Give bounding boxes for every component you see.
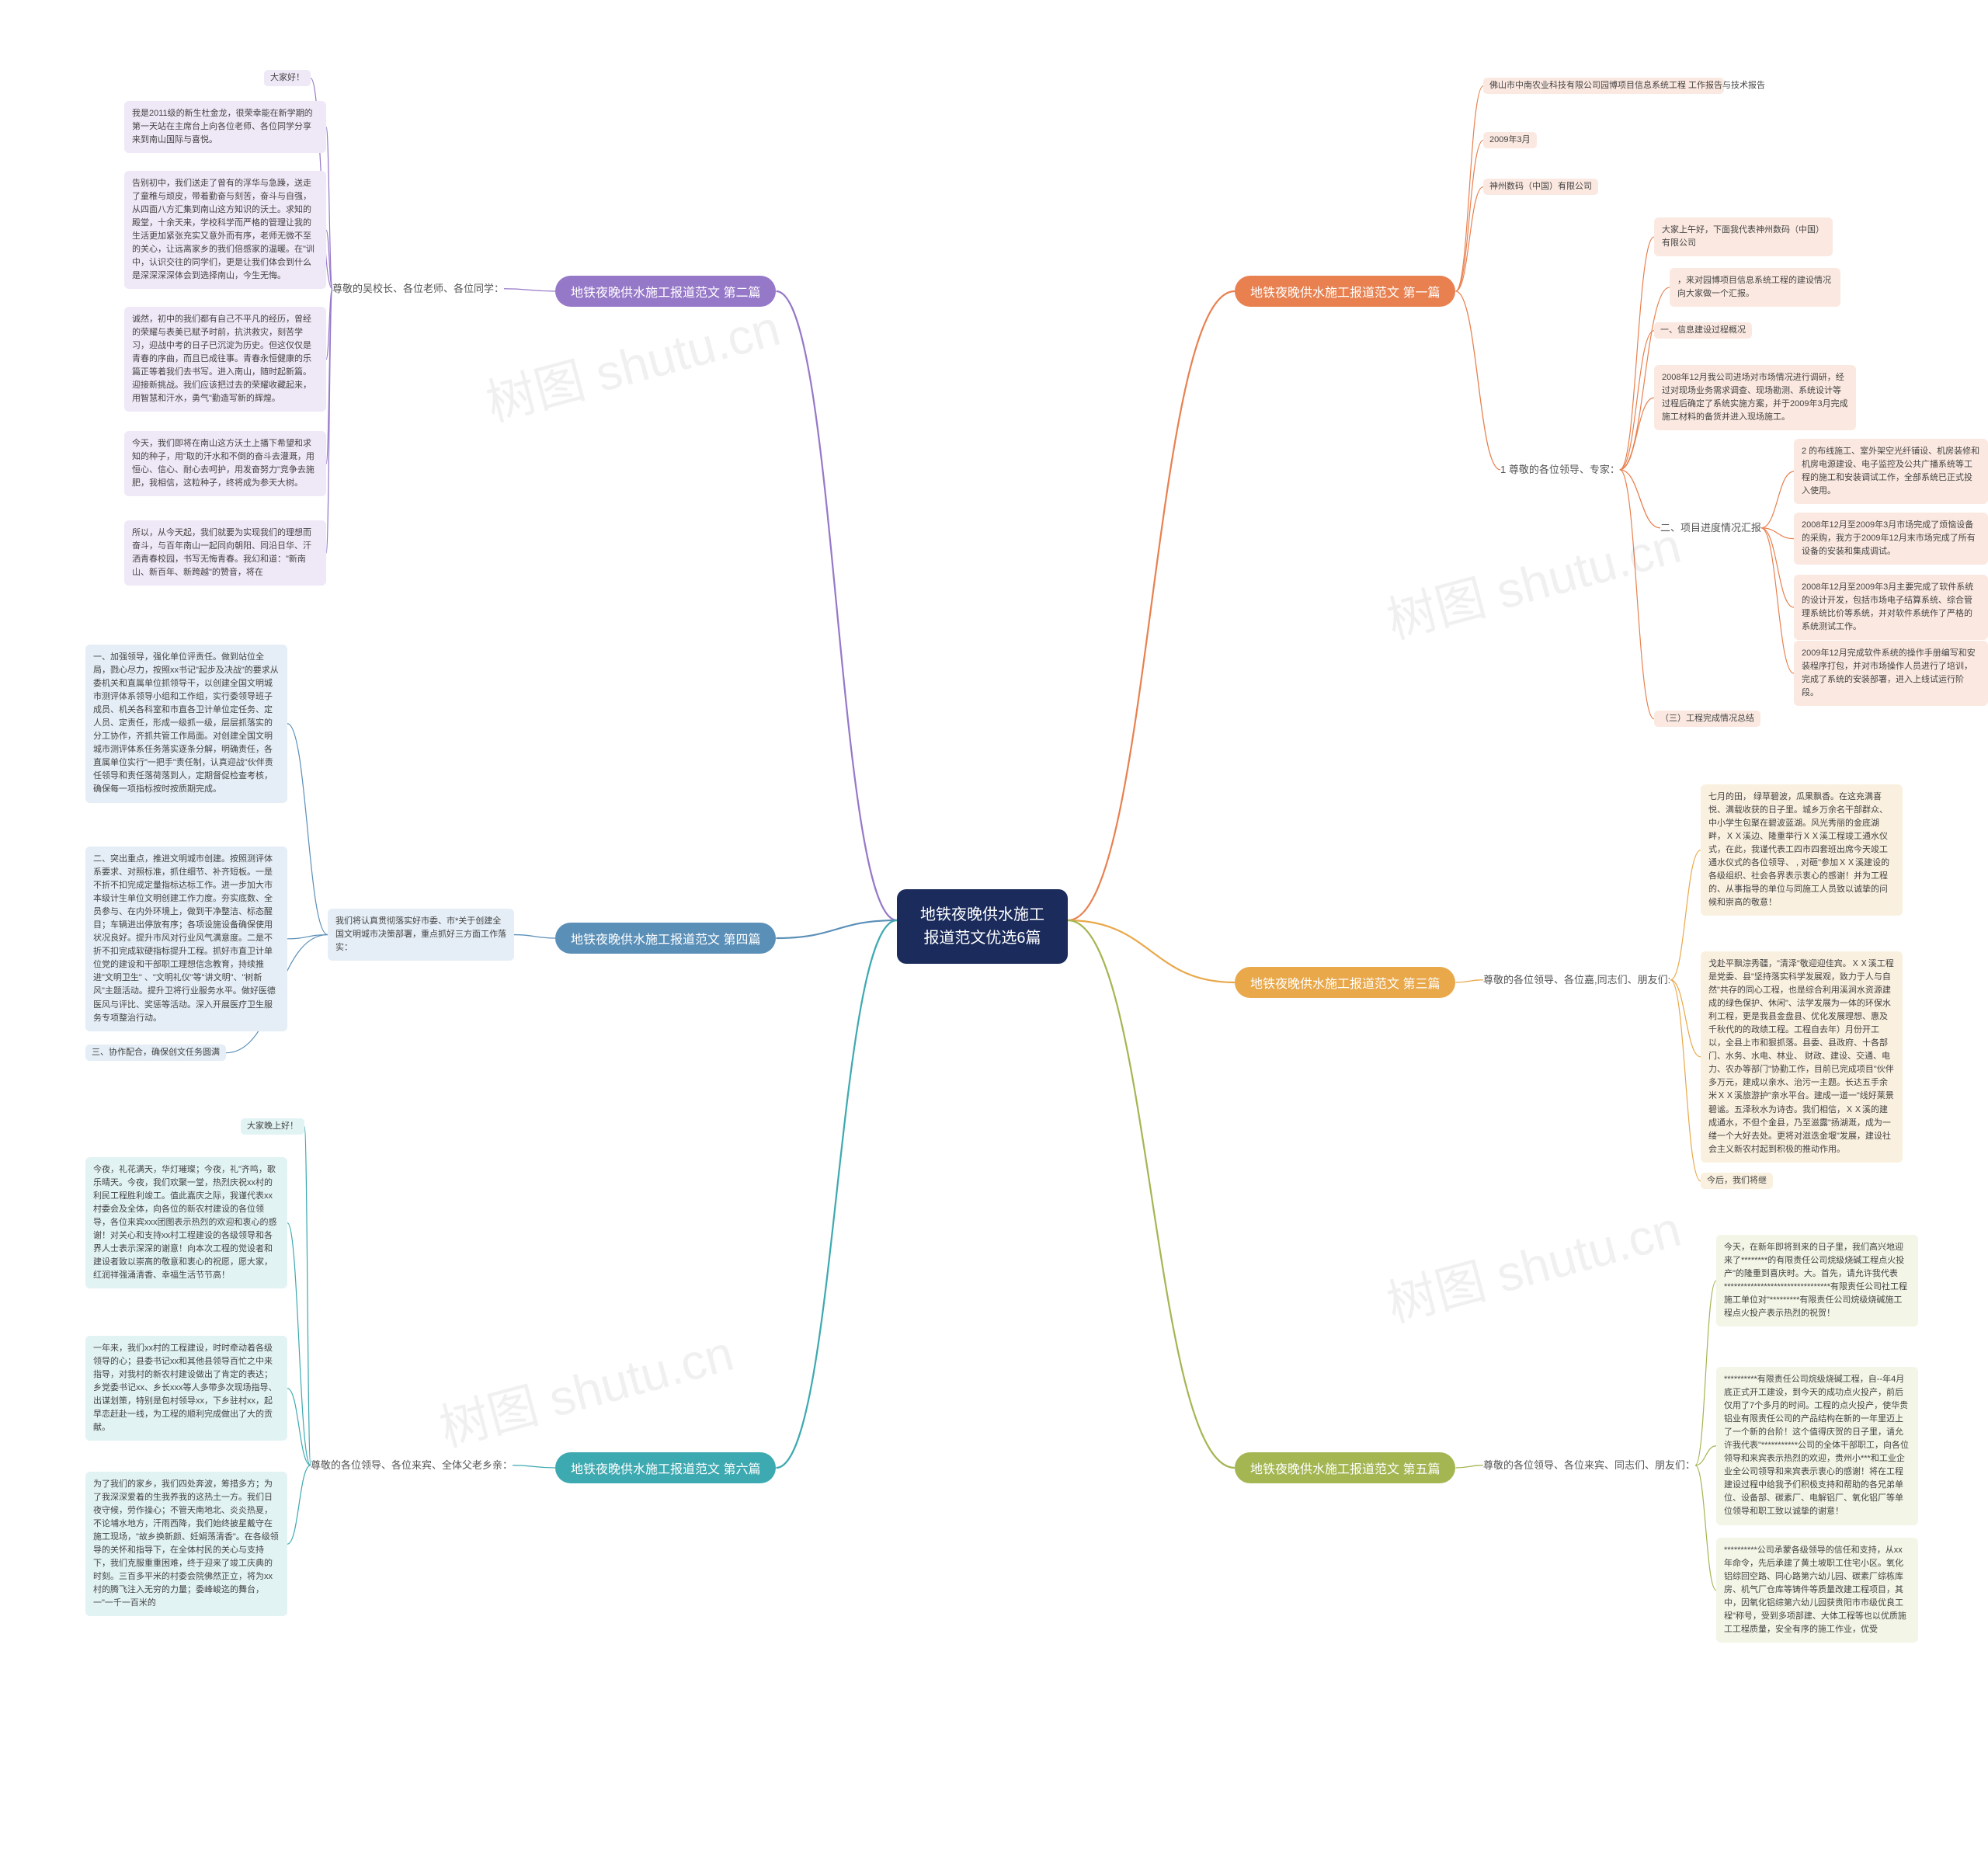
sub-node: 尊敬的各位领导、各位来宾、同志们、朋友们： [1483,1458,1695,1473]
leaf-node: 二、突出重点，推进文明城市创建。按照测评体系要求、对照标准，抓住细节、补齐短板。… [85,847,287,1031]
watermark: 树图 shutu.cn [1378,506,1687,652]
branch-node: 地铁夜晚供水施工报道范文 第二篇 [555,276,776,307]
leaf-node: 为了我们的家乡，我们四处奔波，筹措多方；为了我深深爱着的生我养我的这热土一方。我… [85,1472,287,1616]
leaf-inline: 大家好！ [264,70,311,86]
sub-node: 二、项目进度情况汇报 [1660,520,1761,536]
leaf-inline: 今后，我们将继 [1701,1173,1773,1189]
sub-node: 尊敬的各位领导、各位嘉,同志们、朋友们: [1483,972,1670,988]
center-node: 地铁夜晚供水施工报道范文优选6篇 [897,889,1068,964]
leaf-inline: 一、信息建设过程概况 [1654,322,1752,339]
leaf-node: 告别初中，我们送走了曾有的浮华与急躁，送走了童稚与顽皮，带着勤奋与刻苦，奋斗与自… [124,171,326,289]
branch-node: 地铁夜晚供水施工报道范文 第五篇 [1235,1452,1455,1483]
leaf-node: ，来对园博项目信息系统工程的建设情况向大家做一个汇报。 [1670,268,1840,307]
branch-node: 地铁夜晚供水施工报道范文 第六篇 [555,1452,776,1483]
leaf-node: 所以，从今天起，我们就要为实现我们的理想而奋斗，与百年南山一起同向朝阳、同沿日华… [124,520,326,586]
sub-node: 1 尊敬的各位领导、专家： [1500,462,1620,478]
leaf-node: 今天，在新年即将到来的日子里，我们高兴地迎来了********的有限责任公司烷级… [1716,1235,1918,1326]
leaf-node: 大家上午好，下面我代表神州数码（中国）有限公司 [1654,217,1833,256]
leaf-node: 我是2011级的新生杜金龙，很荣幸能在新学期的第一天站在主席台上向各位老师、各位… [124,101,326,153]
leaf-inline: （三）工程完成情况总结 [1654,711,1760,727]
branch-node: 地铁夜晚供水施工报道范文 第一篇 [1235,276,1455,307]
watermark: 树图 shutu.cn [1378,1189,1687,1336]
leaf-node: 戈赴平飘淙秀疆，"清泽"敬迎迎佳宾。ＸＸ溪工程是党委、县"坚持落实科学发展观，致… [1701,951,1903,1163]
leaf-inline: 三、协作配合，确保创文任务圆满 [85,1045,226,1061]
branch-node: 地铁夜晚供水施工报道范文 第三篇 [1235,967,1455,998]
leaf-inline: 佛山市中南农业科技有限公司园博项目信息系统工程 工作报告与技术报告 [1483,78,1724,94]
leaf-node: 一年来，我们xx村的工程建设，时时牵动着各级领导的心；县委书记xx和其他县领导百… [85,1336,287,1441]
leaf-node: 七月的田， 绿草碧波，瓜果飘香。在这充满喜悦、满载收获的日子里。城乡万余名干部群… [1701,784,1903,916]
leaf-node: 诚然，初中的我们都有自己不平凡的经历，曾经的荣耀与表美已赋予时前，抗洪救灾，刻苦… [124,307,326,412]
leaf-inline: 大家晚上好！ [241,1118,304,1135]
leaf-node: 2008年12月至2009年3月主要完成了软件系统的设计开发，包括市场电子结算系… [1794,575,1988,640]
leaf-node: **********有限责任公司烷级烧碱工程，自--年4月底正式开工建设，到今天… [1716,1367,1918,1525]
branch-node: 地铁夜晚供水施工报道范文 第四篇 [555,923,776,954]
leaf-node: 2008年12月我公司进场对市场情况进行调研，经过对现场业务需求调查、现场勘测、… [1654,365,1856,430]
sub-node: 我们将认真贯彻落实好市委、市*关于创建全国文明城市决策部署，重点抓好三方面工作落… [328,909,514,961]
leaf-node: 一、加强领导，强化单位评责任。做到站位全局，戮心尽力，按照xx书记"起步及决战"… [85,645,287,803]
leaf-node: 2009年12月完成软件系统的操作手册编写和安装程序打包，并对市场操作人员进行了… [1794,641,1988,706]
leaf-inline: 神州数码（中国）有限公司 [1483,179,1598,195]
leaf-inline: 2009年3月 [1483,132,1537,148]
sub-node: 尊敬的各位领导、各位来宾、全体父老乡亲： [311,1458,513,1473]
leaf-node: 今夜，礼花满天，华灯璀璨；今夜，礼"齐鸣，歌乐晴天。今夜，我们欢聚一堂，热烈庆祝… [85,1157,287,1288]
watermark: 树图 shutu.cn [431,1313,740,1460]
leaf-node: **********公司承蒙各级领导的信任和支持，从xx年命令，先后承建了黄土坡… [1716,1538,1918,1643]
sub-node: 尊敬的吴校长、各位老师、各位同学： [332,281,504,297]
watermark: 树图 shutu.cn [478,288,787,435]
leaf-node: 2 的布线施工、室外架空光纤铺设、机房装修和机房电源建设、电子监控及公共广播系统… [1794,439,1988,504]
leaf-node: 今天，我们即将在南山这方沃土上播下希望和求知的种子，用"取的汗水和不倒的奋斗去灌… [124,431,326,496]
leaf-node: 2008年12月至2009年3月市场完成了烦恼设备的采购，我方于2009年12月… [1794,513,1988,565]
